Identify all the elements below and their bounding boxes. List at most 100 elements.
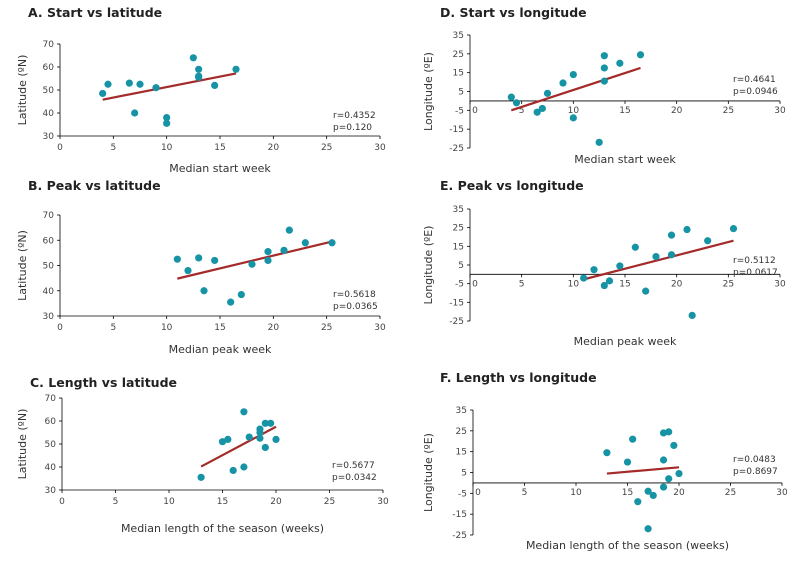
y-axis-label: Latitude (ºN) xyxy=(16,230,29,301)
y-axis-label: Longitude (ºE) xyxy=(422,433,435,512)
x-tick-label: 0 xyxy=(472,279,478,289)
x-tick-label: 0 xyxy=(57,143,63,153)
data-point xyxy=(600,64,608,72)
data-point xyxy=(237,290,245,299)
x-tick-label: 25 xyxy=(725,488,736,498)
y-tick-label: -25 xyxy=(449,144,464,154)
y-tick-label: 60 xyxy=(43,63,55,73)
x-tick-label: 30 xyxy=(776,488,788,498)
x-tick-label: 15 xyxy=(619,106,630,116)
panel-b: B. Peak vs latitude 0 5 10 15 20 25 30 30 40 50 60 7… xyxy=(16,178,386,356)
x-tick-label: 15 xyxy=(214,143,225,153)
data-point xyxy=(227,298,235,306)
y-tick-label: 35 xyxy=(453,205,464,215)
x-tick-label: 0 xyxy=(472,106,478,116)
data-point xyxy=(636,51,645,59)
p-value: p=0.0946 xyxy=(733,87,778,97)
data-point xyxy=(285,226,293,234)
p-value: p=0.0342 xyxy=(332,473,377,483)
y-tick-label: 15 xyxy=(453,69,464,79)
x-tick-label: 20 xyxy=(671,106,683,116)
data-point xyxy=(533,108,541,116)
panel-title: D. Start vs longitude xyxy=(440,5,587,20)
x-tick-label: 25 xyxy=(321,143,332,153)
x-tick-label: 10 xyxy=(161,143,173,153)
regression-line xyxy=(200,425,277,468)
y-tick-label: 15 xyxy=(453,242,464,252)
data-point xyxy=(163,119,171,127)
data-point xyxy=(600,281,608,290)
y-tick-label: -25 xyxy=(449,317,464,327)
y-tick-label: 50 xyxy=(43,262,55,272)
data-point xyxy=(301,239,309,247)
data-point xyxy=(590,266,598,274)
x-tick-label: 25 xyxy=(723,279,734,289)
y-tick-label: 5 xyxy=(458,261,464,271)
data-point xyxy=(634,498,642,506)
correlation-r: r=0.5677 xyxy=(332,461,375,471)
x-tick-label: 20 xyxy=(671,279,683,289)
x-tick-label: 20 xyxy=(268,323,280,333)
data-point xyxy=(245,433,253,441)
y-tick-label: 35 xyxy=(456,406,467,416)
data-point xyxy=(629,435,637,443)
correlation-r: r=0.0483 xyxy=(733,455,776,465)
regression-line xyxy=(177,240,333,280)
x-tick-label: 5 xyxy=(113,497,119,507)
data-point xyxy=(507,93,515,101)
data-point xyxy=(272,435,280,443)
data-point xyxy=(659,483,668,491)
data-point xyxy=(104,80,112,88)
panel-title: C. Length vs latitude xyxy=(30,375,177,390)
y-tick-label: 60 xyxy=(43,236,55,246)
data-point xyxy=(667,231,676,239)
data-point xyxy=(264,248,272,256)
x-tick-label: 10 xyxy=(568,106,580,116)
x-tick-label: 0 xyxy=(57,323,63,333)
data-point xyxy=(644,487,652,495)
data-point xyxy=(173,255,181,263)
data-point xyxy=(603,449,611,457)
data-point xyxy=(211,81,219,89)
x-tick-label: 30 xyxy=(774,279,786,289)
p-value: p=0.8697 xyxy=(733,467,778,477)
x-tick-label: 20 xyxy=(270,497,282,507)
y-tick-label: 50 xyxy=(45,440,57,450)
data-point xyxy=(623,458,632,466)
data-point xyxy=(261,419,269,427)
x-tick-label: 15 xyxy=(622,488,633,498)
y-tick-label: -5 xyxy=(458,489,467,499)
panel-c: C. Length vs latitude 0 5 10 15 20 25 30 30 40 50 6… xyxy=(16,375,389,535)
panel-title: E. Peak vs longitude xyxy=(440,178,584,193)
data-point xyxy=(649,491,657,500)
correlation-r: r=0.4352 xyxy=(333,111,376,121)
data-point xyxy=(240,408,248,416)
y-axis-label: Longitude (ºE) xyxy=(422,226,435,305)
data-point xyxy=(665,475,673,483)
data-point xyxy=(256,428,264,437)
y-tick-label: 5 xyxy=(458,88,464,98)
data-point xyxy=(595,138,603,146)
x-tick-label: 10 xyxy=(161,323,173,333)
data-point xyxy=(131,109,139,117)
x-tick-label: 10 xyxy=(570,488,582,498)
data-point xyxy=(229,466,237,475)
y-tick-label: 70 xyxy=(45,394,57,404)
data-point xyxy=(659,456,668,464)
x-tick-label: 5 xyxy=(110,143,116,153)
data-point xyxy=(729,225,738,233)
correlation-r: r=0.5112 xyxy=(733,256,776,266)
data-point xyxy=(197,473,205,481)
x-tick-label: 25 xyxy=(321,323,332,333)
x-tick-label: 20 xyxy=(673,488,685,498)
panel-title: F. Length vs longitude xyxy=(440,370,597,385)
x-tick-label: 25 xyxy=(324,497,335,507)
data-point xyxy=(224,435,232,443)
x-tick-label: 5 xyxy=(110,323,116,333)
data-point xyxy=(261,443,269,452)
data-point xyxy=(569,70,577,79)
p-value: p=0.120 xyxy=(333,123,372,133)
